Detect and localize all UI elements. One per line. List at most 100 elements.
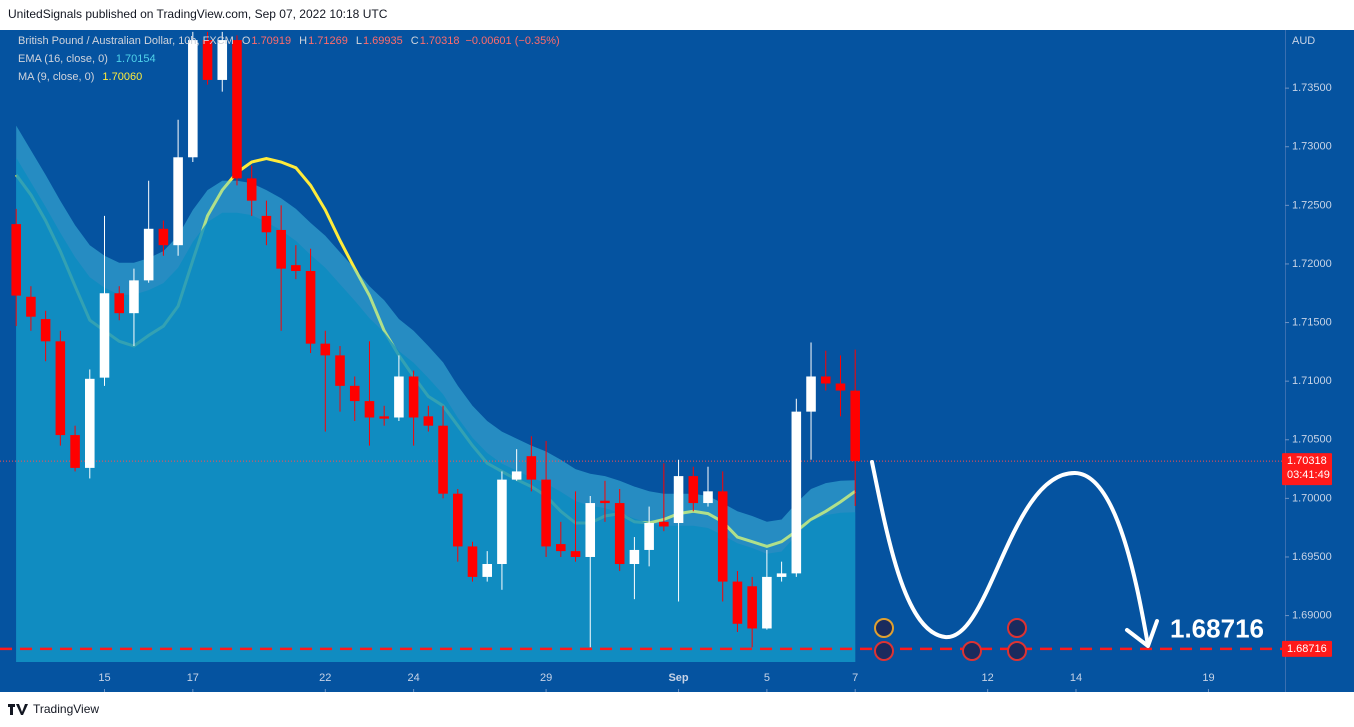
last-price-tag — [1282, 453, 1332, 486]
candle-body — [129, 280, 139, 314]
candle-body — [511, 471, 522, 480]
candle-body — [276, 229, 286, 269]
candle-body — [394, 376, 404, 418]
legend-name: MA (9, close, 0) — [18, 71, 94, 83]
y-tick-label: 1.69000 — [1292, 609, 1332, 621]
candle-body — [806, 376, 816, 412]
x-tick-label: 24 — [407, 672, 419, 684]
candle-body — [526, 456, 537, 480]
candle-body — [55, 341, 66, 436]
y-tick-label: 1.69500 — [1292, 551, 1332, 563]
ohlc-letter: L — [356, 35, 362, 47]
y-tick-label: 1.72500 — [1292, 199, 1332, 211]
target-price-tag — [1282, 640, 1332, 657]
legend-value: 1.70060 — [102, 71, 142, 83]
legend-line: EMA (16, close, 0) 1.70154 — [18, 53, 156, 65]
event-flag[interactable] — [1007, 641, 1027, 661]
legend-value: 1.70154 — [116, 53, 156, 65]
candle-body — [246, 178, 257, 201]
candle-body — [364, 401, 375, 418]
legend-name: EMA (16, close, 0) — [18, 53, 108, 65]
candle-body — [541, 479, 551, 547]
y-tick-label: 1.71000 — [1292, 375, 1332, 387]
header-text: UnitedSignals published on TradingView.c… — [8, 7, 388, 21]
event-flag[interactable] — [1007, 618, 1027, 638]
candle-body — [188, 40, 198, 158]
x-tick-label: 19 — [1202, 672, 1214, 684]
candle-body — [688, 476, 699, 504]
footer: TradingView — [8, 702, 99, 716]
candle-body — [217, 40, 228, 80]
legend-line: British Pound / Australian Dollar, 10h, … — [18, 35, 560, 47]
y-tick-label: 1.73000 — [1292, 141, 1332, 153]
y-tick-label: 1.71500 — [1292, 316, 1332, 328]
event-flag[interactable] — [962, 641, 982, 661]
candle-body — [467, 546, 478, 577]
candle-body — [349, 385, 360, 402]
candle-body — [452, 493, 463, 547]
candle-body — [732, 581, 743, 624]
target-annotation: 1.68716 — [1170, 614, 1264, 644]
candle-body — [158, 228, 169, 246]
candle-body — [600, 500, 610, 504]
x-tick-label: 12 — [982, 672, 994, 684]
currency-label: AUD — [1292, 35, 1315, 47]
y-tick-label: 1.70500 — [1292, 434, 1332, 446]
ohlc-value: 1.71269 — [308, 35, 348, 47]
event-flag[interactable] — [874, 618, 894, 638]
candle-body — [776, 573, 787, 577]
last-price-label: 1.70318 — [1287, 455, 1327, 467]
candle-body — [11, 224, 21, 296]
footer-logo — [8, 704, 28, 715]
candle-body — [614, 503, 625, 565]
candle-body — [717, 491, 728, 582]
candle-body — [202, 40, 213, 80]
candle-body — [556, 544, 566, 552]
x-tick-label: 17 — [187, 672, 199, 684]
candle-body — [114, 293, 125, 314]
plot-area — [0, 31, 1285, 663]
candle-body — [673, 476, 684, 523]
candle-body — [585, 503, 596, 557]
candle-body — [850, 390, 860, 462]
y-tick-label: 1.73500 — [1292, 82, 1332, 94]
candle-body — [143, 228, 154, 281]
x-tick-label: 22 — [319, 672, 331, 684]
candle-body — [291, 265, 301, 271]
candle-body — [820, 376, 831, 384]
event-flags — [874, 618, 1027, 661]
candle-body — [85, 378, 95, 468]
candle-body — [438, 425, 448, 494]
event-flag[interactable] — [874, 641, 894, 661]
target-price-label: 1.68716 — [1287, 643, 1327, 655]
candle-body — [305, 270, 316, 344]
ohlc-letter: H — [299, 35, 307, 47]
x-tick-label: 5 — [764, 672, 770, 684]
x-tick-label: 15 — [98, 672, 110, 684]
legend-line: MA (9, close, 0) 1.70060 — [18, 71, 142, 83]
candle-body — [335, 355, 345, 386]
candle-body — [629, 549, 640, 565]
footer-text: TradingView — [33, 702, 99, 716]
candle-body — [379, 416, 389, 419]
candle-body — [570, 551, 581, 557]
ohlc-value: 1.70318 — [420, 35, 460, 47]
candle-body — [482, 564, 492, 577]
candle-body — [70, 435, 80, 468]
candle-body — [762, 576, 772, 629]
countdown-label: 03:41:49 — [1287, 469, 1330, 481]
ohlc-letter: O — [242, 35, 251, 47]
forecast-curve — [870, 460, 1150, 647]
ohlc-value: 1.70919 — [251, 35, 291, 47]
legend-title: British Pound / Australian Dollar, 10h, … — [18, 35, 234, 47]
candle-body — [423, 416, 434, 426]
candle-body — [408, 376, 419, 418]
candle-body — [99, 293, 110, 378]
candle-body — [26, 296, 36, 317]
x-tick-label: 7 — [852, 672, 858, 684]
ohlc-letter: C — [411, 35, 419, 47]
y-tick-label: 1.70000 — [1292, 492, 1332, 504]
candle-body — [659, 521, 669, 527]
candle-body — [835, 383, 846, 391]
